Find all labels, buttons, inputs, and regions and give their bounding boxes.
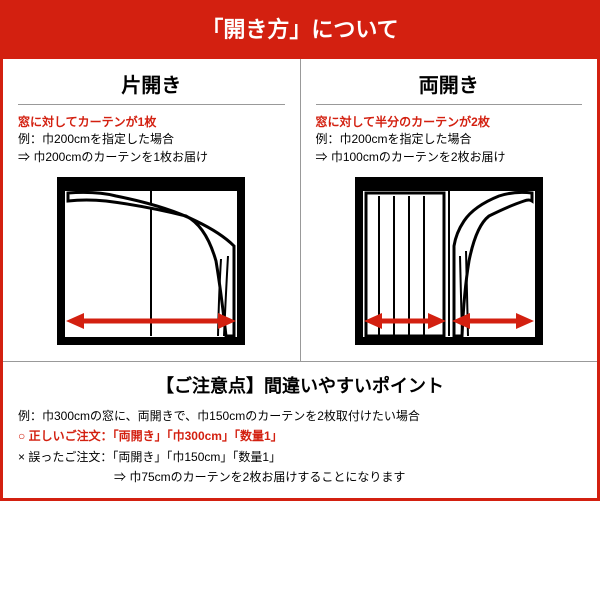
header-title: 「開き方」について [0, 0, 600, 56]
left-red-note: 窓に対してカーテンが1枚 [18, 113, 285, 130]
caution-line3: × 誤ったご注文：「両開き」「巾150cm」「数量1」 [18, 447, 582, 467]
columns: 片開き 窓に対してカーテンが1枚 例：巾200cmを指定した場合 ⇒ 巾200c… [3, 59, 597, 361]
right-red-note: 窓に対して半分のカーテンが2枚 [316, 113, 583, 130]
left-column: 片開き 窓に対してカーテンが1枚 例：巾200cmを指定した場合 ⇒ 巾200c… [3, 59, 300, 361]
right-column: 両開き 窓に対して半分のカーテンが2枚 例：巾200cmを指定した場合 ⇒ 巾1… [300, 59, 598, 361]
caution-section: 【ご注意点】間違いやすいポイント 例：巾300cmの窓に、両開きで、巾150cm… [3, 361, 597, 498]
caution-line2-prefix: ○ [18, 429, 29, 443]
caution-line1: 例：巾300cmの窓に、両開きで、巾150cmのカーテンを2枚取付けたい場合 [18, 406, 582, 426]
right-line1: 例：巾200cmを指定した場合 [316, 130, 583, 148]
caution-line2: ○ 正しいご注文：「両開き」「巾300cm」「数量1」 [18, 426, 582, 446]
left-line2: ⇒ 巾200cmのカーテンを1枚お届け [18, 148, 285, 166]
left-title: 片開き [18, 69, 285, 105]
content-box: 片開き 窓に対してカーテンが1枚 例：巾200cmを指定した場合 ⇒ 巾200c… [0, 56, 600, 501]
double-curtain-diagram [344, 171, 554, 351]
left-line1: 例：巾200cmを指定した場合 [18, 130, 285, 148]
caution-title: 【ご注意点】間違いやすいポイント [18, 372, 582, 398]
right-title: 両開き [316, 69, 583, 105]
caution-line2-text: 正しいご注文：「両開き」「巾300cm」「数量1」 [29, 429, 283, 443]
right-line2: ⇒ 巾100cmのカーテンを2枚お届け [316, 148, 583, 166]
caution-line4: ⇒ 巾75cmのカーテンを2枚お届けすることになります [18, 467, 582, 487]
single-curtain-diagram [46, 171, 256, 351]
